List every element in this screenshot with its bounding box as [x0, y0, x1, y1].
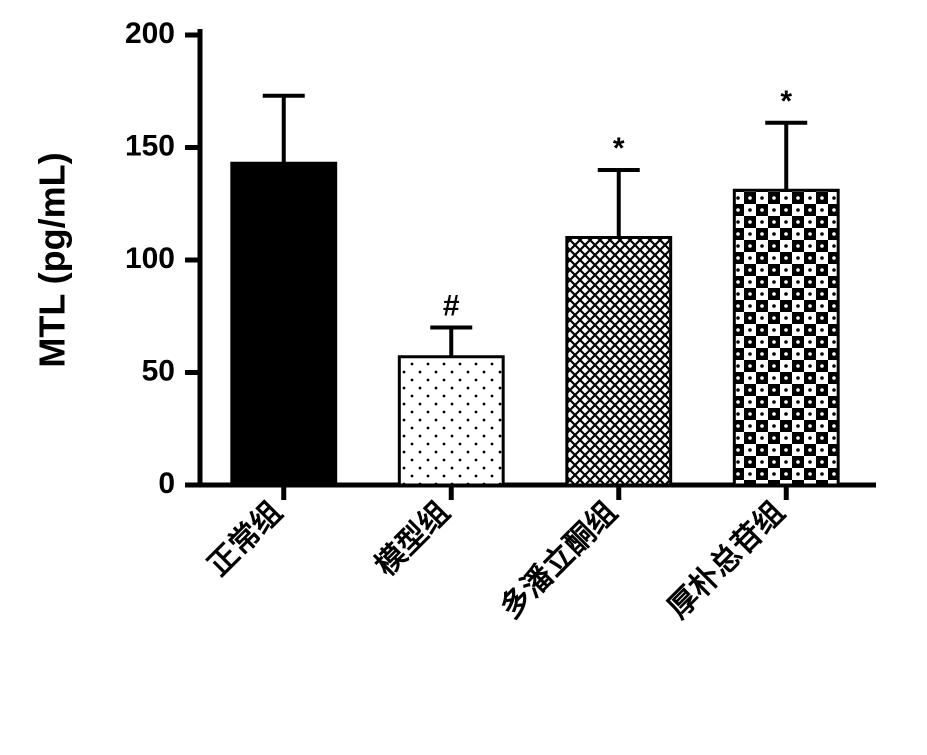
bar [734, 190, 838, 485]
x-axis-label: 多潘立酮组 [494, 495, 624, 625]
y-tick-label: 150 [125, 129, 175, 162]
y-axis-label: MTL (pg/mL) [32, 152, 73, 367]
bar [567, 238, 671, 486]
y-tick-label: 100 [125, 242, 175, 275]
bar [232, 163, 336, 485]
bar [399, 357, 503, 485]
chart-container: # * * 正常组模型组多潘立酮组厚朴总苷组 0 50 100 150 200 MTL (p… [0, 0, 927, 755]
x-axis-label: 正常组 [201, 495, 289, 583]
significance-marker: # [443, 290, 460, 323]
bar-chart: # * * 正常组模型组多潘立酮组厚朴总苷组 0 50 100 150 200 MTL (p… [0, 0, 927, 755]
x-axis-label: 厚朴总苷组 [661, 495, 791, 625]
x-axis-label: 模型组 [369, 495, 457, 583]
y-tick-label: 50 [142, 354, 175, 387]
significance-marker: * [780, 85, 792, 118]
significance-marker: * [613, 132, 625, 165]
y-tick-label: 0 [158, 467, 175, 500]
y-tick-label: 200 [125, 17, 175, 50]
